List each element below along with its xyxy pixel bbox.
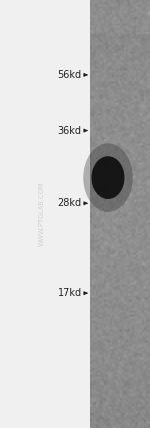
Text: 36kd: 36kd	[58, 125, 82, 136]
Text: WWW.PTGLAB.COM: WWW.PTGLAB.COM	[39, 182, 45, 246]
Ellipse shape	[83, 143, 133, 212]
Ellipse shape	[92, 156, 124, 199]
Bar	[90, 0, 150, 34]
Bar	[90, 0, 150, 428]
Text: 28kd: 28kd	[58, 198, 82, 208]
Text: 56kd: 56kd	[58, 70, 82, 80]
Text: 17kd: 17kd	[58, 288, 82, 298]
